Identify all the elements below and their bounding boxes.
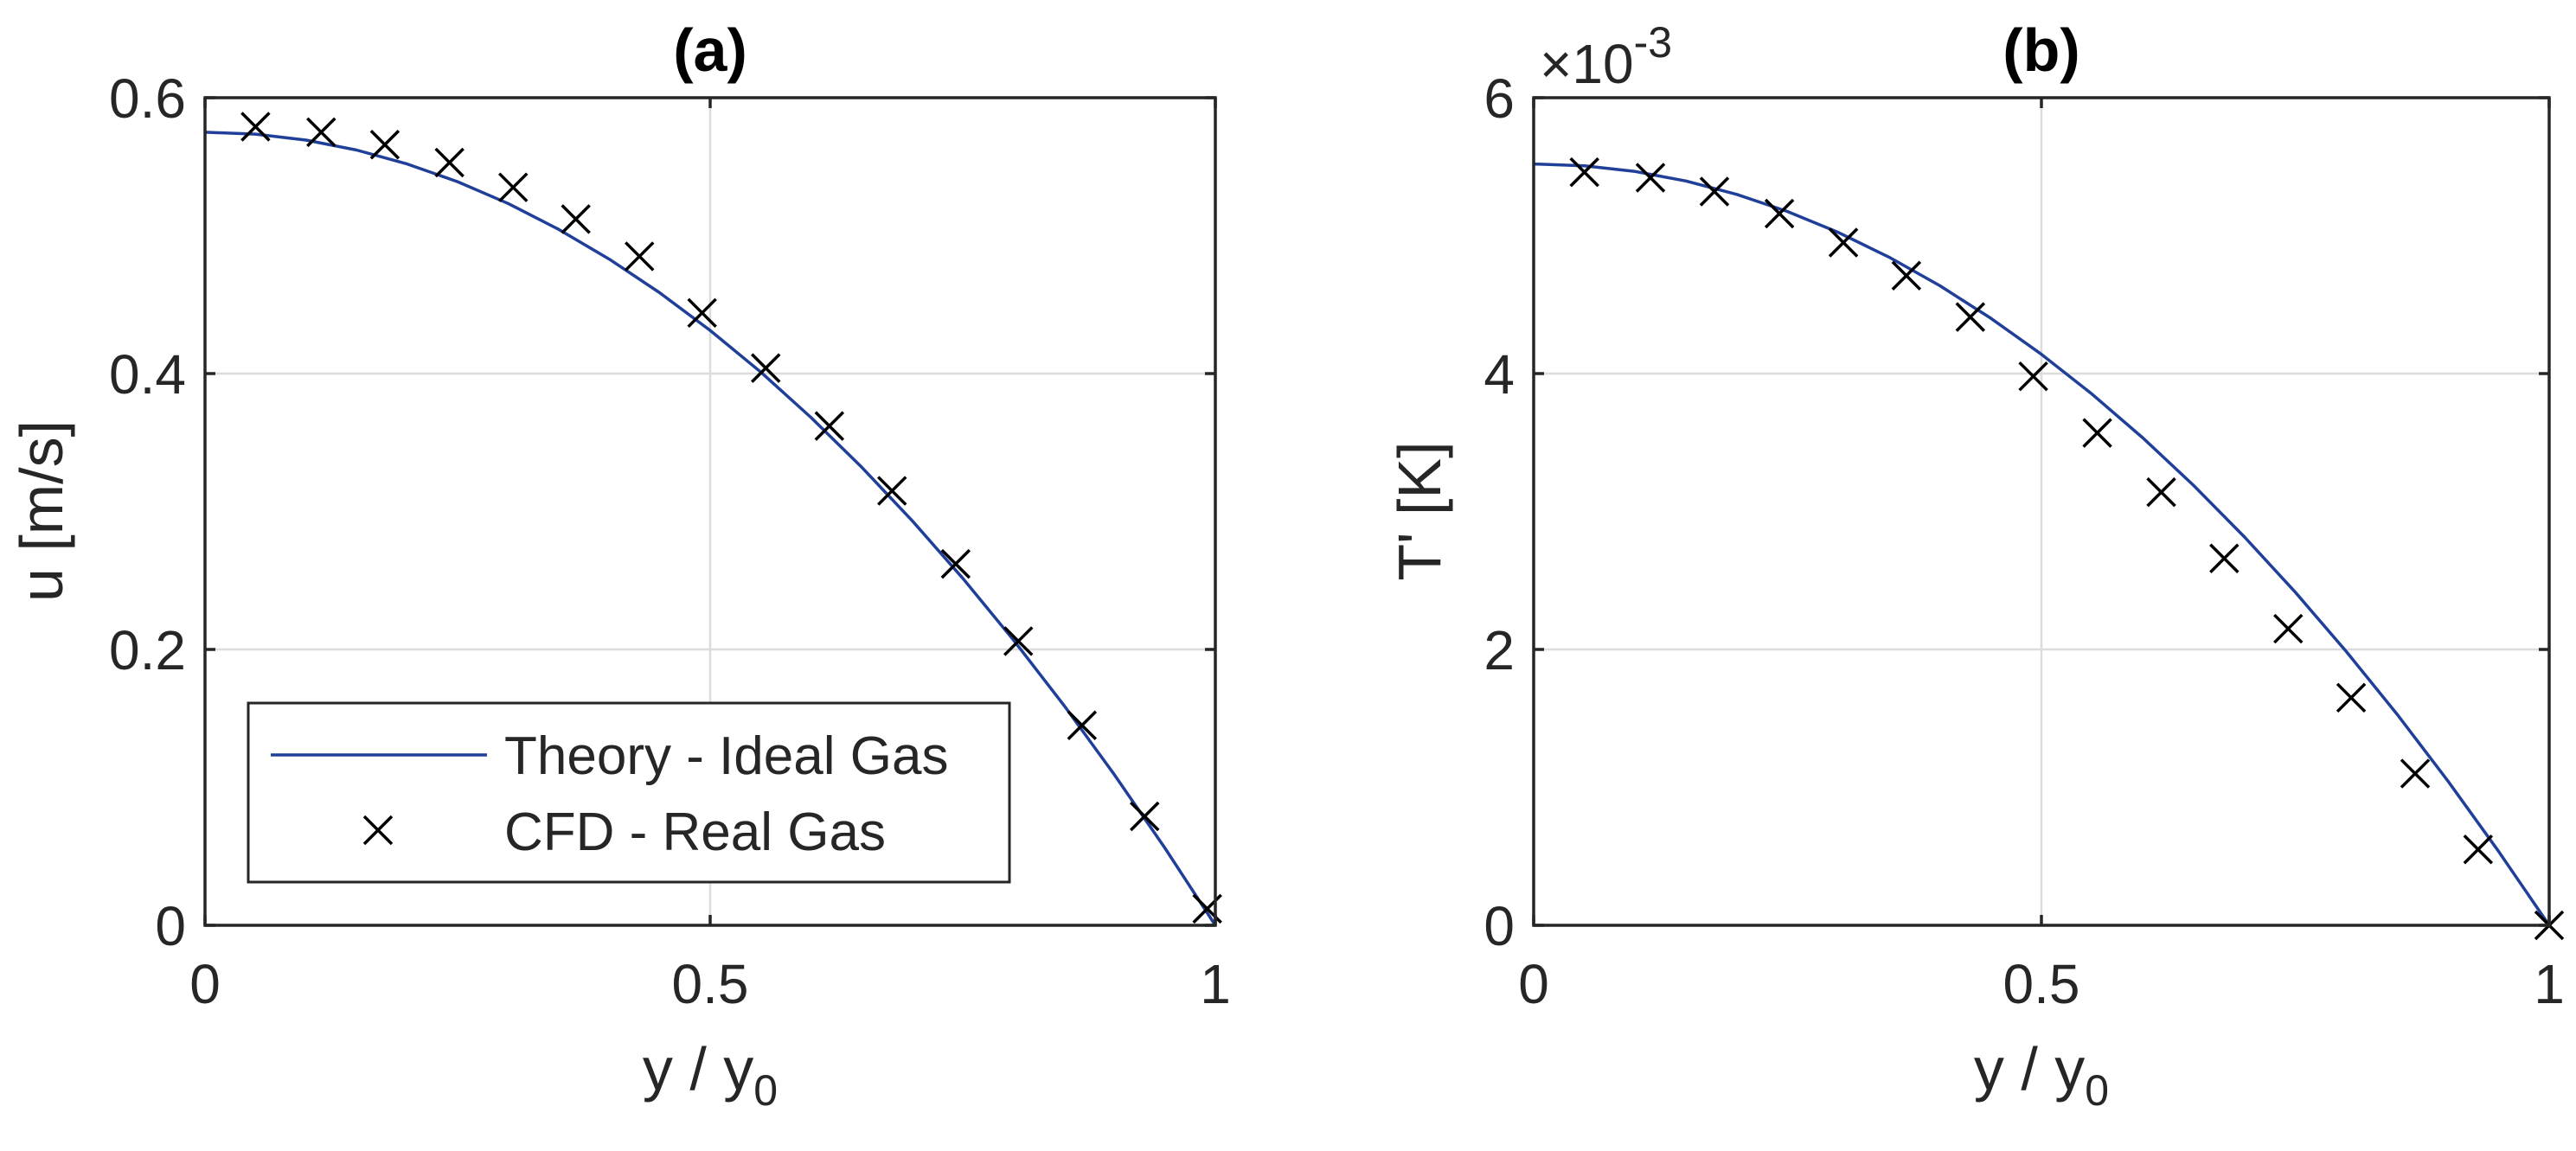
panel-b-y-tick-label-0: 0 [1483, 895, 1515, 957]
panel-b-cfd-point-6 [1955, 302, 1986, 332]
panel-a-cfd-point-15 [1192, 893, 1222, 924]
panel-b-plot: 0 0.5 1 0 2 4 6 (b) ×10-3 y / y0 T' [K] [1386, 16, 2565, 1115]
panel-b-cfd-point-10 [2209, 543, 2240, 573]
panel-a-cfd-point-9 [814, 411, 845, 441]
legend: Theory - Ideal Gas CFD - Real Gas [247, 701, 1011, 884]
panel-b-ticks: 0 0.5 1 0 2 4 6 [1483, 67, 2564, 1015]
panel-a-x-tick-label-2: 1 [1200, 953, 1231, 1015]
panel-a-y-tick-label-0: 0 [155, 895, 186, 957]
panel-a-y-tick-label-2: 0.4 [109, 343, 186, 406]
legend-cfd-label: CFD - Real Gas [504, 803, 886, 862]
panel-b-x-tick-label-0: 0 [1518, 953, 1549, 1015]
panel-a-title: (a) [673, 16, 747, 84]
panel-b-theory-line [1533, 162, 2551, 926]
panel-b-y-tick-label-2: 4 [1483, 343, 1515, 406]
panel-a-cfd-series [240, 112, 1222, 924]
panel-b-title: (b) [2002, 16, 2079, 84]
panel-b-cfd-point-12 [2336, 682, 2367, 713]
legend-theory-label: Theory - Ideal Gas [504, 726, 948, 786]
panel-a-y-tick-label-1: 0.2 [109, 619, 186, 681]
panel-b-cfd-point-5 [1891, 260, 1922, 291]
panel-a-y-axis-label: u [m/s] [8, 420, 75, 602]
panel-b-y-tick-label-3: 6 [1483, 67, 1515, 130]
panel-a-cfd-point-14 [1130, 801, 1160, 832]
panel-a-x-tick-label-1: 0.5 [672, 953, 749, 1015]
panel-b-cfd-point-13 [2400, 758, 2431, 789]
panel-a-plot: 0 0.5 1 0 0.2 0.4 0.6 (a) y / y0 u [m/s] Theor… [8, 16, 1231, 1115]
panel-b-cfd-series [1569, 157, 2565, 941]
panel-b-cfd-point-8 [2082, 418, 2112, 448]
panel-a-cfd-point-8 [751, 353, 781, 383]
panel-a-cfd-point-11 [940, 548, 971, 579]
panel-a-cfd-point-4 [498, 172, 529, 202]
panel-b-cfd-point-14 [2463, 834, 2494, 865]
legend-box [247, 701, 1011, 884]
panel-b-cfd-point-1 [1635, 163, 1666, 193]
panel-a-cfd-point-3 [434, 147, 465, 178]
panel-b-cfd-point-4 [1828, 227, 1859, 258]
panel-a-cfd-point-7 [687, 297, 717, 329]
panel-a-x-tick-label-0: 0 [189, 953, 221, 1015]
legend-cfd-marker [362, 815, 394, 846]
panel-a-cfd-point-12 [1003, 626, 1034, 656]
panel-a-cfd-point-5 [561, 204, 591, 234]
panel-a-cfd-point-10 [877, 476, 907, 506]
panel-b-y-axis-label: T' [K] [1386, 441, 1453, 580]
panel-a-x-axis-label: y / y0 [643, 1035, 778, 1115]
panel-a-cfd-point-6 [625, 241, 655, 272]
panel-b-theory-series [1533, 162, 2551, 926]
panel-a-y-tick-label-3: 0.6 [109, 67, 186, 130]
panel-b-cfd-point-7 [2018, 361, 2048, 392]
panel-a-cfd-point-0 [240, 112, 271, 142]
panel-b-grid [1534, 98, 2549, 925]
panel-b-cfd-point-11 [2273, 613, 2304, 644]
panel-b-x-tick-label-1: 0.5 [2003, 953, 2080, 1015]
panel-b-cfd-point-2 [1699, 176, 1730, 207]
panel-b-cfd-point-9 [2146, 476, 2176, 508]
panel-b-x-axis-label: y / y0 [1974, 1035, 2109, 1115]
panel-a-cfd-point-13 [1067, 710, 1098, 740]
panel-b-cfd-point-0 [1569, 157, 1599, 188]
panel-a-cfd-point-2 [369, 129, 400, 160]
panel-b-x-tick-label-2: 1 [2534, 953, 2565, 1015]
panel-a-cfd-point-1 [306, 117, 336, 148]
panel-a-ticks: 0 0.5 1 0 0.2 0.4 0.6 [109, 67, 1231, 1015]
panel-b-y-multiplier: ×10-3 [1540, 18, 1672, 95]
panel-b-cfd-point-3 [1764, 198, 1795, 229]
panel-b-y-tick-label-1: 2 [1483, 619, 1515, 681]
